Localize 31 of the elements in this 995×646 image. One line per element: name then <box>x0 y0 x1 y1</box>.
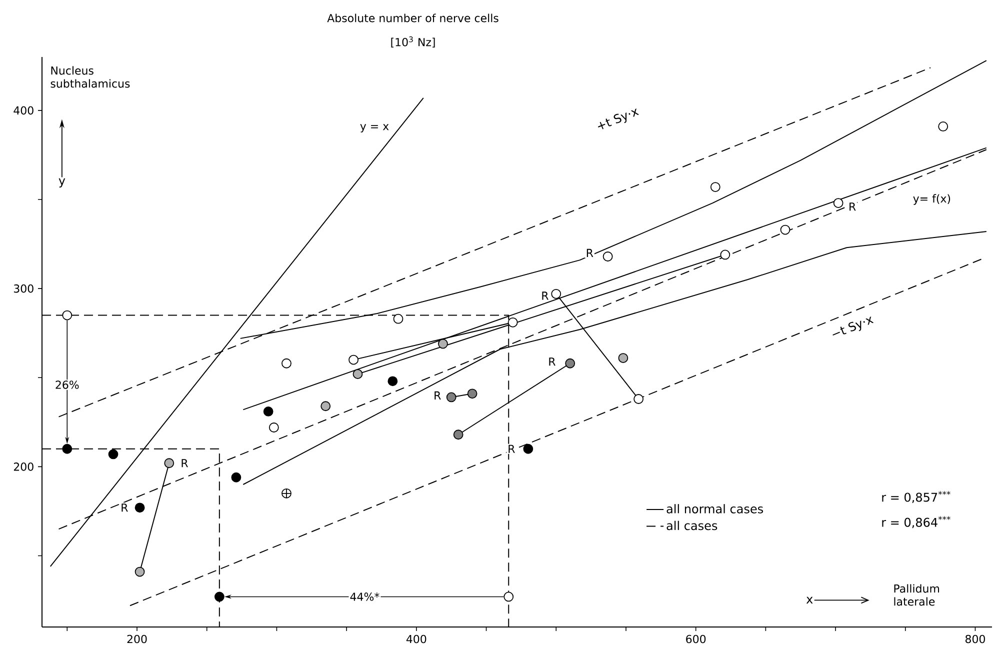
annotation: r = 0,864$^{***}$ <box>882 516 950 528</box>
annotation: R <box>850 202 856 211</box>
annotation: y = x <box>360 124 389 132</box>
y-tick-label: 300 <box>14 284 34 293</box>
annotation: +t Sy·x <box>598 108 640 130</box>
y-axis-title: Nucleus subthalamicus <box>50 66 130 88</box>
annotation: R <box>586 248 594 257</box>
annotation: 26% <box>56 380 79 389</box>
annotation: R <box>434 391 441 400</box>
annotation: R <box>508 444 515 453</box>
annotation: y <box>58 178 66 188</box>
y-tick-label: 200 <box>14 462 34 471</box>
y-tick-label: 400 <box>14 106 34 115</box>
annotation: R <box>549 358 556 366</box>
annotation: x <box>806 596 813 604</box>
legend-label: all normal cases <box>666 504 763 514</box>
annotation: R <box>182 459 188 468</box>
annotation: −t Sy·x <box>832 316 874 336</box>
annotation: 44%* <box>350 592 380 601</box>
x-tick-label: 200 <box>127 634 147 644</box>
legend-label: all cases <box>666 520 718 530</box>
x-tick-label: 400 <box>406 634 426 644</box>
annotation: R <box>122 504 128 512</box>
annotation: R <box>542 292 548 300</box>
x-tick-label: 600 <box>686 634 706 644</box>
chart-subtitle: [10$^{3}$ Nz] <box>391 36 435 48</box>
x-tick-label: 800 <box>965 634 985 644</box>
annotation: r = 0,857$^{***}$ <box>882 491 950 504</box>
x-axis-title: Pallidum laterale <box>894 584 940 606</box>
chart-title: Absolute number of nerve cells <box>327 14 498 22</box>
annotation: y= f(x) <box>913 194 950 205</box>
